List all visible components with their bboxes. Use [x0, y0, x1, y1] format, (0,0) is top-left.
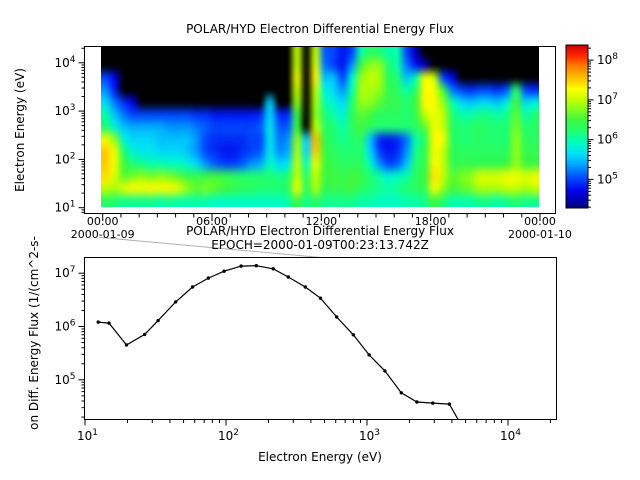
spectrum-series: [96, 264, 462, 425]
tick-label: 101: [77, 428, 98, 443]
data-point: [239, 264, 243, 268]
time-tick-label: 00:00: [524, 215, 556, 228]
data-point: [107, 321, 111, 325]
time-tick-label: 06:00: [196, 215, 228, 228]
date-label: 2000-01-09: [71, 228, 135, 241]
data-point: [190, 285, 195, 289]
tick-label: 102: [54, 151, 75, 166]
colorbar-gradient[interactable]: [566, 45, 588, 208]
top-ylabel: Electron Energy (eV): [13, 68, 27, 192]
bottom-plot-frame: [84, 257, 557, 420]
tick-label: 103: [359, 428, 380, 443]
data-point: [96, 320, 100, 324]
data-point: [367, 353, 371, 357]
data-point: [143, 332, 147, 337]
data-point: [271, 267, 275, 271]
top-plot-title: POLAR/HYD Electron Differential Energy F…: [186, 22, 454, 36]
tick-label: 106: [54, 319, 75, 334]
spectrogram-canvas[interactable]: [101, 47, 539, 207]
tick-label: 108: [597, 52, 618, 67]
data-line: [98, 265, 459, 420]
tick-label: 102: [218, 428, 239, 443]
data-point: [206, 276, 211, 280]
data-point: [351, 333, 355, 337]
data-point: [399, 391, 403, 395]
data-point: [254, 264, 258, 268]
tick-label: 106: [597, 132, 618, 147]
bottom-plot-subtitle: EPOCH=2000-01-09T00:23:13.742Z: [211, 238, 429, 252]
date-label: 2000-01-10: [508, 228, 572, 241]
tick-label: 105: [597, 171, 618, 186]
bottom-plot-title: POLAR/HYD Electron Differential Energy F…: [186, 224, 454, 238]
data-point: [447, 402, 452, 406]
tick-label: 101: [54, 200, 75, 215]
data-point: [415, 400, 419, 404]
tick-label: 104: [500, 428, 521, 443]
time-tick-label: 18:00: [415, 215, 447, 228]
data-point: [174, 300, 178, 304]
data-point: [303, 285, 307, 289]
tick-label: 107: [597, 92, 618, 107]
data-point: [383, 369, 387, 373]
bottom-ylabel: on Diff. Energy Flux (1/(cm^2-s-: [27, 236, 41, 430]
data-point: [318, 296, 323, 300]
data-point: [431, 401, 435, 405]
tick-label: 103: [54, 103, 75, 118]
data-point: [222, 269, 226, 273]
data-point: [124, 343, 129, 347]
tick-label: 107: [54, 265, 75, 280]
tick-label: 105: [54, 372, 75, 387]
data-point: [286, 275, 290, 279]
data-point: [156, 318, 160, 323]
data-point: [335, 315, 339, 319]
connector-line: [98, 236, 322, 258]
time-tick-label: 12:00: [305, 215, 337, 228]
bottom-xlabel: Electron Energy (eV): [258, 450, 382, 464]
time-tick-label: 00:00: [87, 215, 119, 228]
data-point: [459, 422, 462, 425]
tick-label: 104: [54, 55, 75, 70]
